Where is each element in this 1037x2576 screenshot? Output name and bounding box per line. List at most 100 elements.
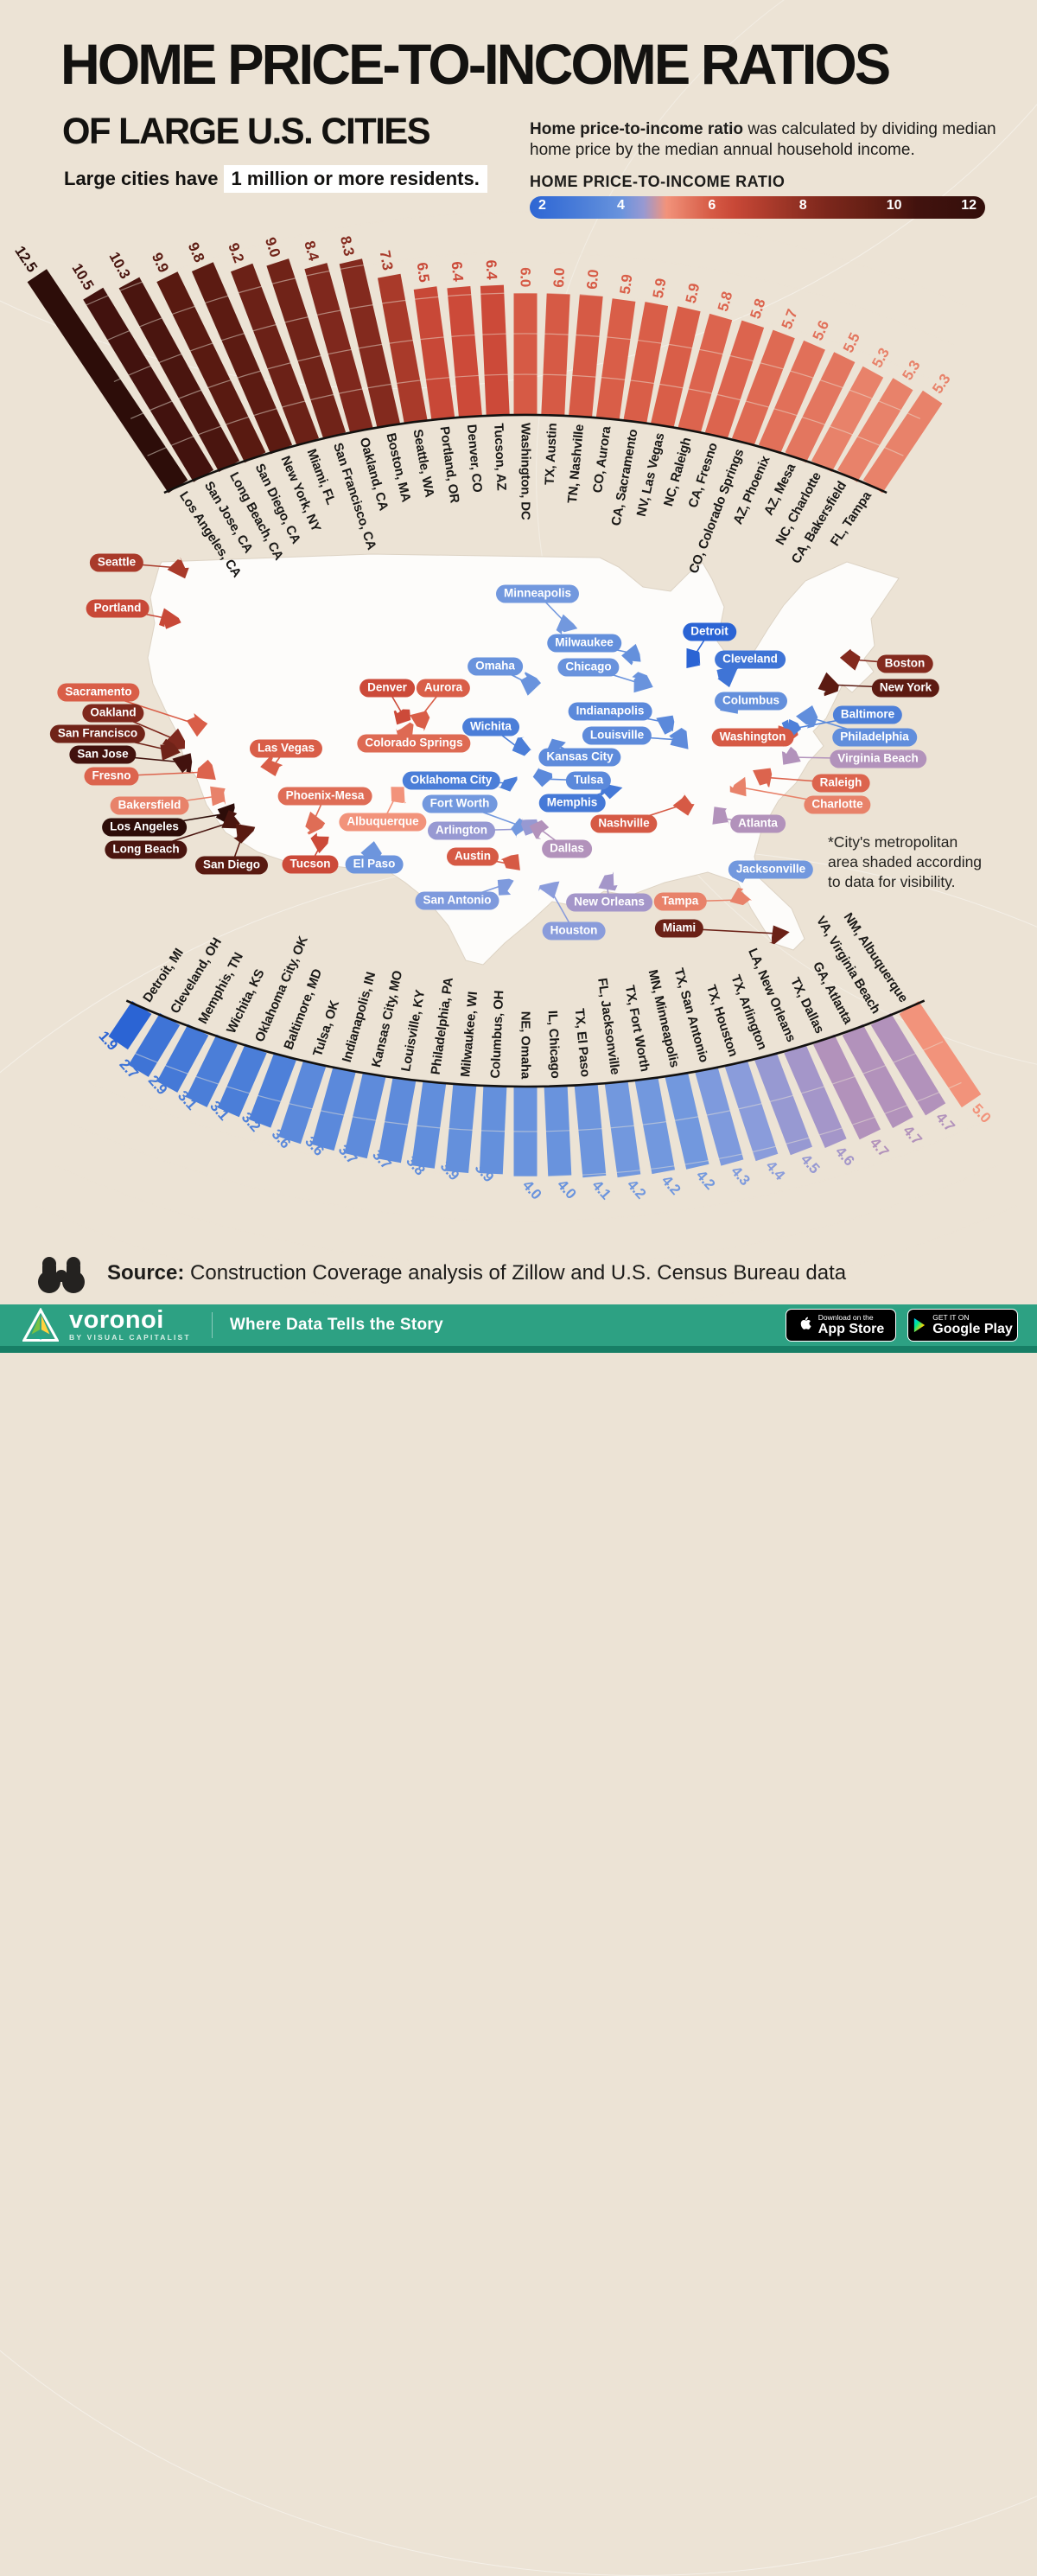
- fan-bar-tx--austin: [541, 293, 570, 417]
- source-row: Source: Construction Coverage analysis o…: [35, 1252, 1002, 1295]
- metro-blob-san-jose: [172, 753, 193, 774]
- fan-value: 5.9: [650, 277, 670, 300]
- fan-value: 4.7: [900, 1122, 925, 1148]
- metro-blob-tampa: [729, 888, 753, 906]
- metro-blob-new-york: [818, 672, 839, 697]
- fan-value: 4.0: [519, 1177, 544, 1203]
- fan-value: 4.3: [728, 1163, 753, 1189]
- map-pill-denver: Denver: [359, 679, 415, 698]
- metro-blob-san-francisco: [160, 738, 181, 761]
- map-pill-milwaukee: Milwaukee: [547, 634, 621, 653]
- fan-value: 5.9: [683, 282, 703, 304]
- population-note: Large cities have 1 million or more resid…: [64, 165, 487, 193]
- map-pill-aurora: Aurora: [416, 679, 471, 698]
- fan-value: 4.5: [798, 1151, 823, 1177]
- fan-bar-fl--jacksonville: [604, 1081, 641, 1178]
- fan-value: 6.4: [483, 259, 500, 280]
- footer-accent-strip: [0, 1346, 1037, 1353]
- map-pill-bakersfield: Bakersfield: [110, 796, 189, 815]
- metro-blob-sacramento: [186, 713, 208, 737]
- fan-bar-cleveland--oh: [128, 1012, 181, 1077]
- map-pill-houston: Houston: [542, 921, 606, 940]
- metro-blob-portland: [159, 608, 181, 629]
- fan-value: 4.7: [867, 1134, 892, 1160]
- binoculars-icon: [38, 1257, 85, 1293]
- ratio-description-rest: was calculated by dividing median home p…: [530, 120, 996, 159]
- fan-value: 6.0: [550, 267, 568, 288]
- fan-bar-boston--ma: [339, 258, 400, 429]
- app-store-badge[interactable]: Download on the App Store: [786, 1309, 896, 1342]
- metro-blob-bakersfield: [210, 786, 226, 807]
- fan-bar-ga--atlanta: [842, 1023, 913, 1128]
- fan-city-label: IL, Chicago: [545, 1011, 563, 1079]
- legend-tick: 8: [798, 198, 807, 213]
- fan-bar-baltimore--md: [249, 1052, 296, 1128]
- fan-bar-nm--albuquerque: [899, 1001, 982, 1108]
- ratio-description-bold: Home price-to-income ratio: [530, 120, 744, 138]
- legend-title: HOME PRICE-TO-INCOME RATIO: [530, 173, 786, 190]
- fan-value: 7.3: [377, 249, 397, 271]
- metro-blob-long-beach: [221, 810, 243, 829]
- map-pill-arlington: Arlington: [428, 821, 495, 840]
- metro-blob-nashville: [672, 792, 695, 816]
- map-pill-wichita: Wichita: [462, 717, 519, 736]
- fan-bar-indianapolis--in: [311, 1066, 356, 1151]
- metro-blob-indianapolis: [656, 715, 675, 735]
- fan-bar-ca--sacramento: [623, 302, 669, 424]
- google-play-badge[interactable]: GET IT ON Google Play: [907, 1309, 1018, 1342]
- fan-bar-columbus--oh: [479, 1085, 507, 1175]
- metro-blob-virginia-beach: [781, 746, 801, 765]
- map-pill-minneapolis: Minneapolis: [495, 584, 580, 603]
- metro-blob-oklahoma-city: [498, 776, 518, 792]
- metro-blob-seattle: [167, 557, 189, 579]
- fan-bar-ca--bakersfield: [837, 378, 913, 482]
- map-pill-memphis: Memphis: [538, 794, 606, 813]
- metro-blob-aurora: [410, 711, 430, 731]
- fan-bar-oklahoma-city--ok: [217, 1043, 267, 1118]
- map-pill-long-beach: Long Beach: [105, 840, 188, 859]
- map-pill-indianapolis: Indianapolis: [568, 702, 652, 721]
- badge-bottom-text: Google Play: [932, 1322, 1013, 1336]
- fan-bar-la--new-orleans: [784, 1043, 847, 1148]
- population-note-highlight: 1 million or more residents.: [223, 165, 487, 193]
- map-pill-boston: Boston: [876, 654, 933, 673]
- fan-city-label: TX, Fort Worth: [622, 984, 652, 1073]
- map-pill-washington: Washington: [711, 728, 794, 747]
- metro-blob-san-antonio: [497, 878, 514, 896]
- fan-bar-tn--nashville: [569, 294, 603, 418]
- metro-blob-tulsa: [532, 767, 553, 787]
- map-pill-tucson: Tucson: [282, 855, 339, 874]
- fan-bar-co--aurora: [595, 298, 636, 421]
- map-pill-columbus: Columbus: [715, 692, 787, 711]
- metro-blob-wichita: [512, 736, 531, 756]
- metro-blob-denver: [393, 709, 411, 725]
- metro-blob-louisville: [669, 728, 689, 749]
- badge-top-text: Download on the: [818, 1313, 874, 1322]
- fan-bar-long-beach--ca: [118, 277, 240, 472]
- map-pill-fresno: Fresno: [84, 767, 139, 786]
- page-subtitle: OF LARGE U.S. CITIES: [62, 111, 431, 152]
- map-pill-new-orleans: New Orleans: [566, 893, 652, 912]
- fan-value: 4.2: [693, 1167, 718, 1193]
- fan-bar-mn--minneapolis: [665, 1072, 709, 1170]
- source-body: Construction Coverage analysis of Zillow…: [190, 1261, 847, 1285]
- fan-value: 4.0: [554, 1176, 579, 1202]
- fan-city-label: Washington, DC: [518, 423, 533, 520]
- brand-name: voronoi: [69, 1306, 164, 1334]
- fan-value: 4.7: [932, 1109, 957, 1135]
- map-pill-atlanta: Atlanta: [730, 814, 786, 833]
- metro-blob-san-diego: [233, 824, 256, 844]
- map-pill-miami: Miami: [654, 919, 704, 938]
- fan-baseline: [125, 999, 926, 1088]
- fan-bar-va--virginia-beach: [870, 1012, 946, 1116]
- map-pill-oklahoma-city: Oklahoma City: [402, 771, 500, 790]
- fan-bar-tx--fort-worth: [634, 1076, 675, 1175]
- fan-bar-nv--las-vegas: [651, 306, 701, 429]
- fan-city-label: Tulsa, OK: [310, 998, 342, 1058]
- fan-bar-milwaukee--wi: [445, 1083, 477, 1173]
- metro-blob-albuquerque: [391, 787, 407, 804]
- fan-value: 6.0: [518, 267, 534, 287]
- map-pill-dallas: Dallas: [542, 839, 592, 858]
